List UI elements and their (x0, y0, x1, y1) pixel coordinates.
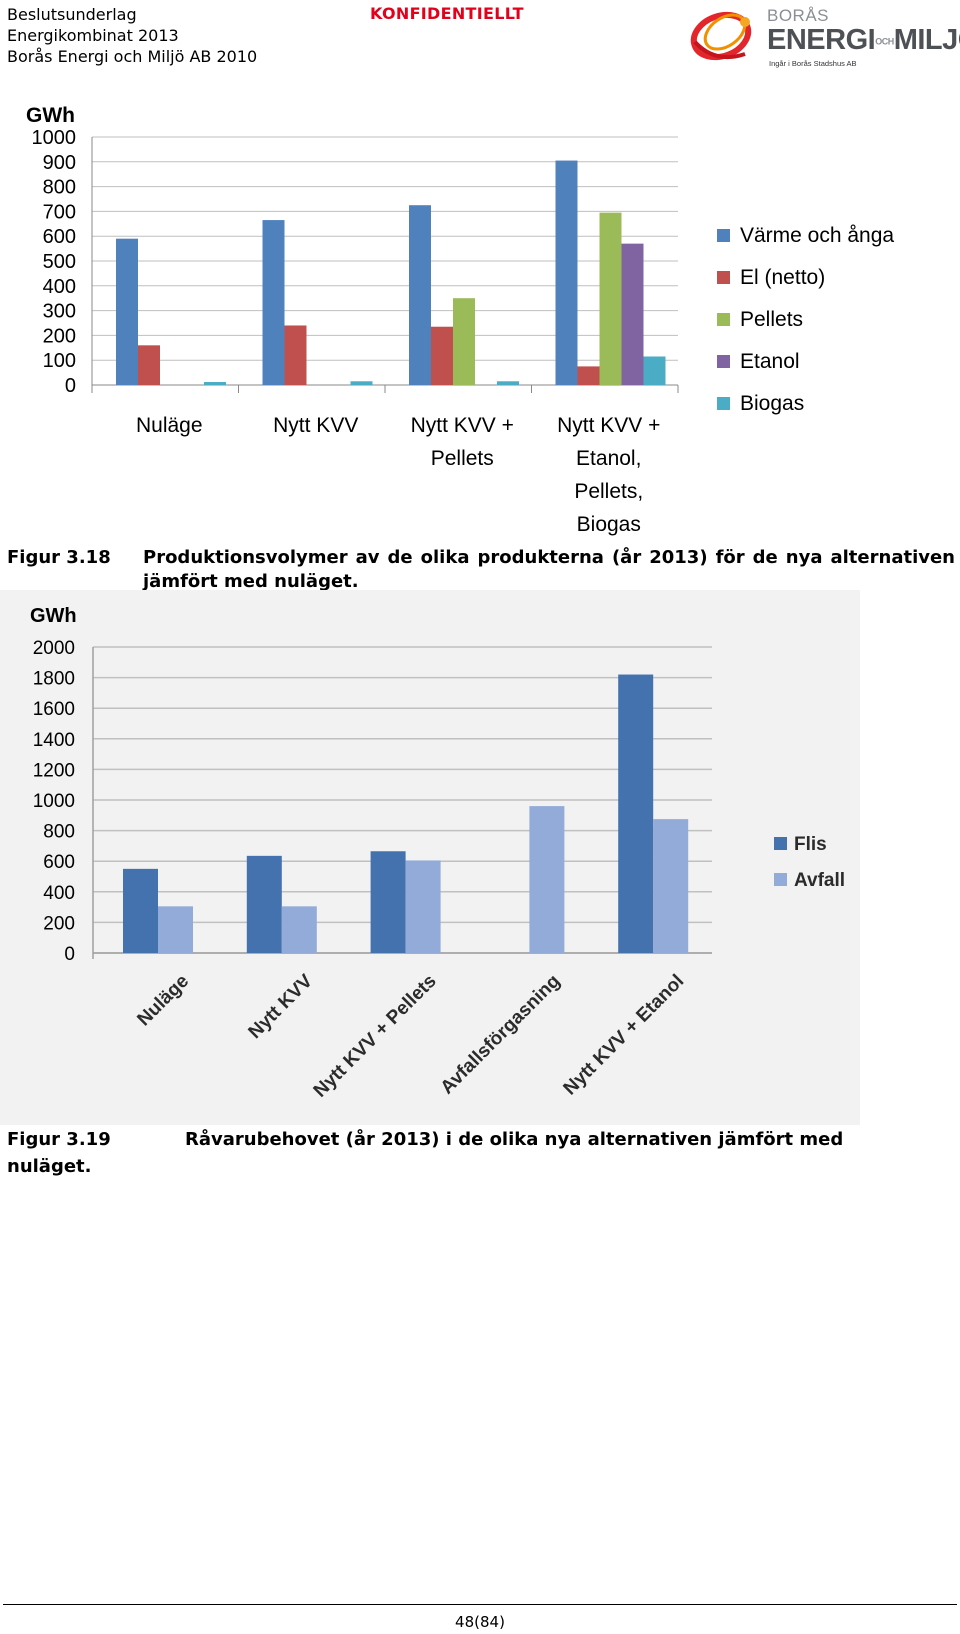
chart1-ytick-label: 800 (43, 177, 76, 199)
chart1-bar (643, 356, 666, 385)
chart1-bar (350, 381, 373, 385)
chart1-bar (409, 205, 431, 385)
chart1-ytick-label: 100 (43, 350, 76, 372)
chart1-legend-label: Värme och ånga (740, 224, 894, 247)
chart2-ytick-label: 0 (64, 944, 75, 965)
chart2-legend-label: Avfall (794, 870, 845, 891)
chart2-bar (158, 906, 193, 953)
company-logo: BORÅS ENERGIOCHMILJÖ Ingår i Borås Stads… (685, 2, 960, 72)
figure-3-19-caption: Råvarubehovet (år 2013) i de olika nya a… (185, 1129, 844, 1150)
confidential-label: KONFIDENTIELLT (370, 4, 524, 23)
chart1-category-label: Nytt KVV (273, 414, 358, 437)
logo-text-energi-miljo: ENERGIOCHMILJÖ (767, 24, 960, 57)
raw-material-demand-chart: GWh2000180016001400120010008006004002000… (0, 590, 860, 1125)
chart1-bar (431, 326, 453, 385)
chart1-ytick-label: 1000 (32, 127, 77, 149)
logo-word-energi: ENERGI (767, 24, 876, 56)
chart1-ytick-label: 900 (43, 152, 76, 174)
chart1-legend-label: El (netto) (740, 266, 825, 289)
chart2-category-label: Nuläge (133, 971, 193, 1031)
chart1-bar (599, 212, 622, 385)
chart2-ytick-label: 1000 (33, 791, 75, 812)
chart1-category-label: Nuläge (136, 414, 203, 437)
chart2-category-label: Nytt KVV (245, 970, 318, 1043)
chart1-bar (621, 243, 644, 385)
chart1-ytick-label: 300 (43, 301, 76, 323)
chart1-ytick-label: 500 (43, 251, 76, 273)
chart1-bar (453, 298, 475, 385)
chart1-ytick-label: 600 (43, 226, 76, 248)
chart2-ytick-label: 2000 (33, 638, 75, 659)
chart2-ytick-label: 200 (43, 913, 75, 934)
chart1-ytick-label: 200 (43, 325, 76, 347)
chart1-bar (555, 160, 578, 385)
chart1-bar (577, 366, 600, 385)
chart2-ytick-label: 600 (43, 852, 75, 873)
chart1-bar (262, 220, 285, 385)
chart1-bar (204, 382, 226, 385)
document-header: Beslutsunderlag Energikombinat 2013 Borå… (7, 4, 257, 67)
chart1-bar (116, 238, 138, 385)
chart2-ytick-label: 1800 (33, 669, 75, 690)
header-line-3: Borås Energi och Miljö AB 2010 (7, 47, 258, 66)
chart1-ylabel: GWh (26, 104, 75, 127)
chart2-ylabel: GWh (30, 605, 77, 627)
logo-swirl-icon (690, 11, 752, 61)
header-line-1: Beslutsunderlag (7, 5, 137, 24)
chart1-bar (284, 325, 307, 385)
chart2-bar (370, 851, 406, 953)
chart1-category-label: Nytt KVV + (411, 414, 514, 437)
chart1-legend-swatch (717, 397, 730, 410)
chart1-legend-swatch (717, 229, 730, 242)
chart2-ytick-label: 1600 (33, 699, 75, 720)
chart2-legend-swatch (774, 873, 787, 886)
footer-divider (3, 1604, 957, 1605)
chart2-bar (618, 674, 654, 953)
logo-text-boras: BORÅS (767, 6, 830, 25)
chart2-bar (405, 860, 441, 953)
production-volume-chart: GWh10009008007006005004003002001000Nuläg… (26, 104, 894, 536)
figure-3-18-caption: Produktionsvolymer av de olika produkter… (143, 547, 955, 592)
chart1-bar (138, 345, 160, 385)
chart2-ytick-label: 1400 (33, 730, 75, 751)
chart2-ytick-label: 1200 (33, 760, 75, 781)
chart1-legend-label: Etanol (740, 350, 800, 373)
chart1-bar (497, 381, 519, 385)
chart1-category-label: Pellets, (574, 480, 643, 503)
chart1-legend-label: Pellets (740, 308, 803, 331)
logo-word-och: OCH (875, 36, 894, 47)
chart1-legend-swatch (717, 271, 730, 284)
chart1-ytick-label: 0 (65, 375, 76, 397)
figure-3-19-caption-continued: nuläget. (7, 1156, 92, 1177)
chart2-bar (653, 819, 689, 953)
chart2-category-label: Nytt KVV + Pellets (310, 971, 441, 1102)
figure-3-19-number: Figur 3.19 (7, 1129, 111, 1150)
chart2-bar (529, 806, 565, 953)
chart2-category-label: Avfallsförgasning (437, 971, 565, 1099)
chart1-category-label: Biogas (577, 513, 641, 536)
chart2-bar (281, 906, 317, 953)
chart1-legend-swatch (717, 313, 730, 326)
header-line-2: Energikombinat 2013 (7, 26, 179, 45)
chart1-ytick-label: 400 (43, 276, 76, 298)
chart2-category-label: Nytt KVV + Etanol (560, 971, 689, 1100)
chart1-category-label: Pellets (431, 447, 494, 470)
logo-tagline: Ingår i Borås Stadshus AB (769, 59, 857, 68)
chart1-category-label: Etanol, (576, 447, 641, 470)
figure-3-18-number: Figur 3.18 (7, 547, 111, 568)
chart1-category-label: Nytt KVV + (557, 414, 660, 437)
chart2-ytick-label: 800 (43, 822, 75, 843)
logo-word-miljo: MILJÖ (893, 24, 960, 56)
chart1-ytick-label: 700 (43, 201, 76, 223)
chart2-ytick-label: 400 (43, 883, 75, 904)
chart2-bar (246, 855, 282, 953)
chart2-bar (123, 868, 158, 953)
chart2-legend-swatch (774, 837, 787, 850)
page-number: 48(84) (455, 1613, 505, 1631)
chart2-legend-label: Flis (794, 834, 827, 855)
chart1-legend-label: Biogas (740, 392, 804, 415)
chart1-legend-swatch (717, 355, 730, 368)
